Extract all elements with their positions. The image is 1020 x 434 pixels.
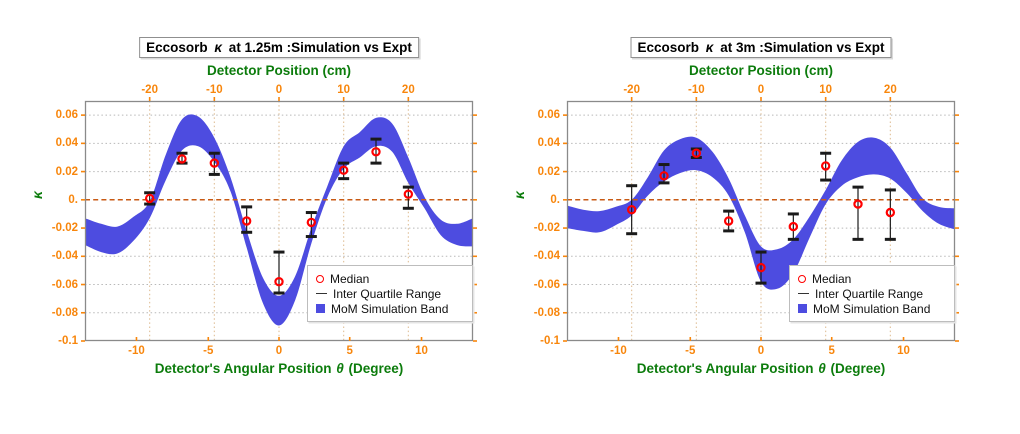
y-tick-label: 0. (550, 193, 560, 206)
legend-label-iqr: Inter Quartile Range (815, 286, 924, 301)
plot-1p25m: Eccosorb κ at 1.25m :Simulation vs Expt … (29, 37, 477, 376)
top-tick-label: 20 (401, 84, 415, 96)
top-axis-label: Detector Position (cm) (688, 63, 834, 78)
y-tick-label: 0.06 (537, 109, 560, 122)
y-tick-label: -0.08 (51, 306, 78, 319)
y-tick-label: -0.06 (533, 278, 560, 291)
median-marker-icon (798, 274, 806, 283)
y-tick-label: -0.04 (533, 250, 560, 263)
title-text-pre: Eccosorb (146, 40, 212, 55)
legend-item-iqr: Inter Quartile Range (316, 286, 468, 301)
legend-label-median: Median (812, 271, 852, 286)
band-swatch-icon (798, 304, 807, 313)
plot-title: Eccosorb κ at 3m :Simulation vs Expt (630, 37, 892, 58)
y-axis-label: κ (28, 191, 45, 199)
top-tick-label: 0 (757, 84, 765, 96)
title-text-post: at 1.25m :Simulation vs Expt (225, 40, 412, 55)
legend-label-band: MoM Simulation Band (813, 301, 931, 316)
y-tick-label: 0.04 (55, 137, 78, 150)
legend-item-median: Median (316, 271, 468, 286)
top-tick-label: -20 (141, 84, 158, 96)
median-markers (144, 147, 414, 287)
y-tick-label: 0.06 (55, 109, 78, 122)
y-tick-label: -0.1 (58, 335, 78, 347)
top-tick-label: -10 (688, 84, 705, 96)
legend-label-iqr: Inter Quartile Range (333, 286, 442, 301)
y-tick-label: -0.04 (51, 250, 78, 263)
bottom-tick-label: 5 (346, 345, 353, 357)
legend-label-median: Median (330, 271, 370, 286)
bottom-axis-label-post: (Degree) (826, 361, 886, 376)
plot-canvas (81, 97, 477, 342)
y-tick-label: -0.08 (533, 306, 560, 319)
bottom-axis-label: Detector's Angular Position θ (Degree) (567, 361, 955, 376)
y-tick-label: -0.06 (51, 278, 78, 291)
bottom-axis-label: Detector's Angular Position θ (Degree) (85, 361, 473, 376)
legend-label-band: MoM Simulation Band (331, 301, 449, 316)
legend: Median Inter Quartile Range MoM Simulati… (789, 265, 955, 322)
median-marker-icon (316, 274, 324, 283)
y-tick-label: -0.02 (51, 222, 78, 235)
bottom-axis-tick-labels: -10 -5 0 5 10 (567, 345, 955, 359)
median-markers (626, 148, 896, 273)
legend-item-median: Median (798, 271, 950, 286)
iqr-line-icon (316, 293, 327, 294)
tick-marks (81, 97, 477, 342)
y-axis-label: κ (510, 191, 527, 199)
y-tick-label: -0.1 (540, 335, 560, 347)
iqr-error-bars (626, 147, 896, 285)
bottom-tick-label: -10 (610, 345, 627, 357)
y-tick-label: -0.02 (533, 222, 560, 235)
theta-symbol: θ (336, 361, 344, 376)
bottom-axis-tick-labels: -10 -5 0 5 10 (85, 345, 473, 359)
y-tick-label: 0.02 (55, 165, 78, 178)
top-axis-tick-labels: -20 -10 0 10 20 (567, 84, 955, 98)
y-tick-label: 0.04 (537, 137, 560, 150)
legend-item-band: MoM Simulation Band (316, 301, 468, 316)
y-tick-label: 0.02 (537, 165, 560, 178)
legend-item-band: MoM Simulation Band (798, 301, 950, 316)
top-tick-label: -20 (623, 84, 640, 96)
plot-canvas (563, 97, 959, 342)
top-axis-label: Detector Position (cm) (206, 63, 352, 78)
title-kappa-symbol: κ (214, 40, 223, 55)
theta-symbol: θ (818, 361, 826, 376)
bottom-tick-label: -5 (685, 345, 696, 357)
title-text-pre: Eccosorb (637, 40, 703, 55)
bottom-tick-label: -5 (203, 345, 214, 357)
title-kappa-symbol: κ (705, 40, 714, 55)
plot-title: Eccosorb κ at 1.25m :Simulation vs Expt (139, 37, 419, 58)
top-axis-tick-labels: -20 -10 0 10 20 (85, 84, 473, 98)
y-tick-label: 0. (68, 193, 78, 206)
legend-item-iqr: Inter Quartile Range (798, 286, 950, 301)
bottom-tick-label: 0 (757, 345, 765, 357)
bottom-tick-label: 10 (897, 345, 910, 357)
top-tick-label: 10 (337, 84, 351, 96)
bottom-tick-label: 10 (415, 345, 428, 357)
band-swatch-icon (316, 304, 325, 313)
iqr-line-icon (798, 293, 809, 294)
title-text-post: at 3m :Simulation vs Expt (716, 40, 885, 55)
bottom-tick-label: 5 (828, 345, 835, 357)
tick-marks (563, 97, 959, 342)
bottom-axis-label-pre: Detector's Angular Position (154, 361, 336, 376)
top-tick-label: 0 (275, 84, 283, 96)
bottom-tick-label: -10 (128, 345, 145, 357)
bottom-tick-label: 0 (275, 345, 283, 357)
plot-3m: Eccosorb κ at 3m :Simulation vs Expt Det… (511, 37, 959, 376)
vertical-gridlines (149, 101, 409, 341)
top-tick-label: -10 (206, 84, 223, 96)
top-tick-label: 10 (819, 84, 833, 96)
bottom-axis-label-post: (Degree) (344, 361, 404, 376)
bottom-axis-label-pre: Detector's Angular Position (636, 361, 818, 376)
legend: Median Inter Quartile Range MoM Simulati… (307, 265, 473, 322)
top-tick-label: 20 (883, 84, 897, 96)
